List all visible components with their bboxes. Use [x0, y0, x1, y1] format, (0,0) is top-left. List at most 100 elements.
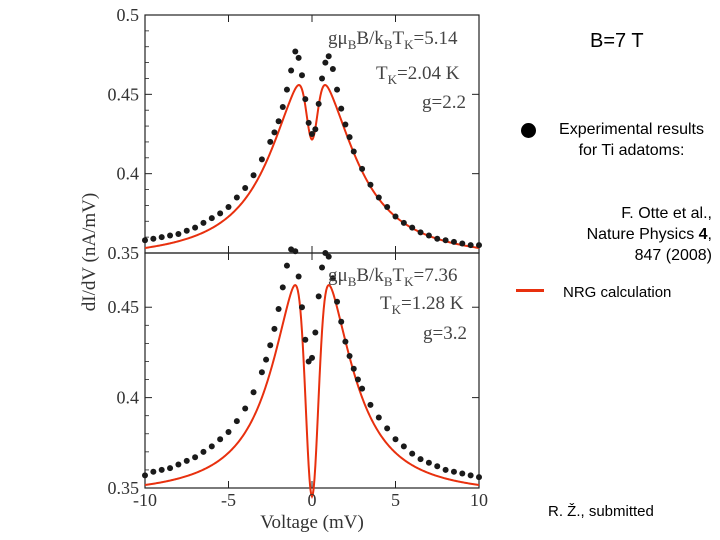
bottom-data-point — [346, 353, 353, 360]
top-data-point — [342, 121, 349, 128]
top-data-point — [467, 242, 474, 249]
top-data-point — [158, 234, 165, 241]
top-data-point — [400, 219, 407, 226]
top-data-point — [315, 100, 322, 107]
bottom-data-point — [400, 443, 407, 450]
credit: R. Ž., submitted — [548, 503, 654, 520]
top-y-tick-label: 0.45 — [108, 84, 140, 104]
top-data-point — [346, 134, 353, 141]
bottom-y-tick-label: 0.35 — [108, 478, 140, 498]
bottom-data-point — [242, 405, 249, 412]
top-data-point — [250, 172, 257, 179]
bottom-data-point — [275, 306, 282, 313]
top-data-point — [425, 232, 432, 239]
bottom-data-point — [192, 454, 199, 461]
top-data-point — [417, 229, 424, 236]
top-data-point — [295, 54, 302, 61]
bottom-data-point — [263, 356, 270, 363]
top-data-point — [183, 227, 190, 234]
top-data-point — [275, 118, 282, 125]
legend-experimental-label: Experimental results for Ti adatoms: — [559, 121, 704, 159]
bottom-data-point — [334, 298, 341, 305]
bottom-kondo-temperature-label: TK=1.28 K — [380, 293, 464, 317]
top-data-point — [142, 237, 148, 244]
top-data-point — [459, 240, 466, 247]
bottom-data-point — [315, 293, 322, 300]
bottom-data-point — [150, 468, 157, 475]
bottom-y-tick-label: 0.45 — [108, 297, 140, 317]
bottom-data-point — [208, 443, 215, 450]
bottom-data-point — [158, 466, 165, 473]
bottom-data-point — [450, 468, 457, 475]
top-nrg-curve — [144, 84, 480, 249]
bottom-data-point — [442, 466, 449, 473]
top-data-point — [375, 194, 382, 201]
top-data-point — [338, 105, 345, 112]
bottom-data-point — [309, 354, 315, 361]
top-data-point — [309, 131, 315, 137]
top-data-point — [192, 224, 199, 231]
bottom-data-point — [434, 463, 441, 470]
top-data-point — [329, 65, 336, 72]
top-field-ratio-label: gμBB/kBTK=5.14 — [328, 28, 458, 52]
top-data-point — [233, 194, 240, 201]
bottom-data-point — [476, 474, 482, 481]
top-y-tick-label: 0.4 — [117, 164, 140, 184]
bottom-data-point — [459, 470, 466, 477]
x-tick-label: -5 — [221, 490, 236, 510]
top-data-point — [350, 148, 357, 155]
top-data-point — [200, 219, 207, 226]
top-data-point — [367, 181, 374, 188]
citation: F. Otte et al., Nature Physics 4, 847 (2… — [560, 203, 712, 266]
top-data-point — [322, 59, 329, 66]
top-data-point — [167, 232, 174, 239]
bottom-data-point — [329, 275, 336, 282]
bottom-data-point — [183, 457, 190, 464]
top-data-point — [150, 235, 157, 242]
x-tick-label: 10 — [470, 490, 488, 510]
bottom-data-point — [467, 472, 474, 479]
top-data-point — [279, 104, 286, 111]
citation-line-1: F. Otte et al., — [621, 205, 712, 222]
bottom-g-factor-label: g=3.2 — [423, 323, 467, 344]
top-data-point — [409, 224, 416, 231]
bottom-data-point — [217, 436, 224, 443]
bottom-data-point — [338, 318, 345, 325]
bottom-data-point — [292, 248, 299, 255]
top-y-tick-label: 0.35 — [108, 243, 140, 263]
top-data-point — [267, 138, 274, 145]
bottom-field-ratio-label: gμBB/kBTK=7.36 — [328, 265, 458, 289]
bottom-data-point — [367, 401, 374, 408]
bottom-data-point — [384, 425, 391, 432]
citation-line-3: 847 (2008) — [634, 247, 712, 264]
x-tick-label: 5 — [391, 490, 400, 510]
citation-line-2: Nature Physics 4, — [586, 226, 712, 243]
bottom-data-point — [312, 329, 319, 336]
bottom-data-point — [142, 472, 148, 479]
bottom-y-tick-label: 0.4 — [117, 388, 140, 408]
bottom-data-point — [325, 253, 332, 260]
legend-nrg-label: NRG calculation — [563, 284, 672, 301]
top-data-point — [217, 210, 224, 217]
top-data-point — [442, 237, 449, 244]
bottom-data-point — [267, 342, 274, 349]
bottom-data-point — [417, 456, 424, 463]
x-tick-label: -10 — [133, 490, 157, 510]
x-axis-title: Voltage (mV) — [260, 512, 364, 533]
bottom-data-point — [342, 338, 349, 345]
bottom-data-point — [295, 273, 302, 280]
top-data-point — [476, 242, 482, 249]
top-data-point — [312, 126, 319, 133]
top-data-point — [208, 215, 215, 222]
x-tick-label: 0 — [308, 490, 317, 510]
top-data-point — [359, 165, 366, 172]
bottom-data-point — [271, 325, 278, 332]
top-data-point — [450, 238, 457, 245]
top-data-point — [325, 53, 332, 60]
bottom-data-point — [298, 304, 305, 311]
bottom-data-point — [375, 414, 382, 421]
bottom-data-point — [354, 376, 361, 383]
top-g-factor-label: g=2.2 — [422, 92, 466, 113]
top-data-point — [302, 96, 309, 103]
